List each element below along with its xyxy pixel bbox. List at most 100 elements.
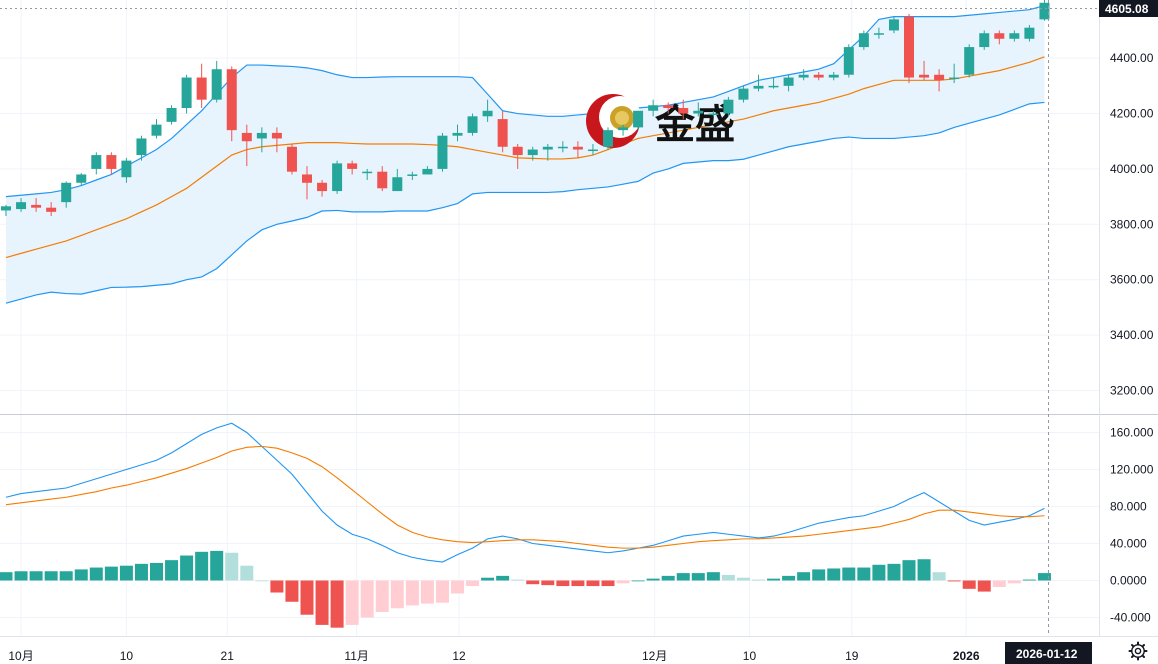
candle-body bbox=[302, 174, 312, 183]
candle bbox=[196, 63, 207, 108]
macd-histogram-bar bbox=[360, 580, 374, 618]
price-tick-label: 4200.00 bbox=[1110, 107, 1154, 121]
time-tick-label: 12 bbox=[452, 649, 466, 663]
macd-histogram-bar bbox=[74, 569, 88, 581]
macd-axis-ticks: 160.000 120.000 80.000 40.000 0.0000 -40.000 bbox=[1110, 426, 1154, 625]
candle-body bbox=[1039, 2, 1050, 20]
macd-histogram-bar bbox=[646, 578, 660, 581]
candle bbox=[603, 127, 613, 150]
price-tick-label: 3800.00 bbox=[1110, 217, 1154, 231]
candle bbox=[61, 181, 72, 208]
candle bbox=[1024, 24, 1035, 42]
candle-body bbox=[723, 99, 734, 114]
candle bbox=[16, 198, 27, 212]
candle-body bbox=[151, 124, 162, 136]
candle bbox=[392, 168, 403, 192]
macd-histogram-bar bbox=[375, 580, 389, 612]
macd-histogram-bar bbox=[405, 580, 419, 606]
candle-body bbox=[362, 171, 373, 174]
bollinger-lower-line bbox=[5, 101, 1045, 304]
candle bbox=[181, 74, 192, 114]
candle bbox=[286, 144, 297, 175]
candle bbox=[873, 27, 884, 39]
time-tick-label: 19 bbox=[845, 649, 859, 663]
candle-body bbox=[994, 33, 1005, 39]
candle-body bbox=[843, 47, 854, 75]
macd-histogram-bar bbox=[104, 566, 118, 581]
macd-histogram-bar bbox=[691, 573, 705, 581]
macd-histogram-bar bbox=[661, 575, 675, 581]
macd-histogram-bar bbox=[706, 572, 720, 581]
settings-button[interactable] bbox=[1128, 641, 1148, 661]
macd-histogram-bar bbox=[782, 575, 796, 581]
candle bbox=[362, 168, 373, 180]
candle bbox=[798, 69, 809, 81]
candle bbox=[1009, 30, 1020, 42]
candle-body bbox=[332, 163, 343, 192]
candle-body bbox=[76, 174, 87, 183]
macd-histogram-bar bbox=[526, 580, 540, 585]
macd-tick-label: 120.000 bbox=[1110, 463, 1154, 477]
candle bbox=[407, 171, 418, 180]
macd-histogram-bar bbox=[330, 580, 344, 628]
candle bbox=[708, 110, 719, 117]
candle-body bbox=[392, 177, 403, 192]
price-tick-label: 3200.00 bbox=[1110, 383, 1154, 397]
candle-body bbox=[196, 77, 207, 100]
candle bbox=[994, 30, 1005, 45]
macd-histogram-bar bbox=[496, 575, 510, 581]
macd-histogram-bar bbox=[225, 552, 239, 581]
logo-emblem-icon bbox=[586, 94, 641, 148]
candle bbox=[91, 152, 102, 175]
current-date-value: 2026-01-12 bbox=[1016, 647, 1078, 661]
candle-body bbox=[557, 146, 568, 149]
macd-histogram-bar bbox=[962, 580, 976, 589]
candle bbox=[512, 144, 523, 169]
candle-body bbox=[377, 171, 388, 189]
candle-body bbox=[512, 146, 523, 156]
macd-histogram-bar bbox=[390, 580, 404, 609]
candle bbox=[919, 60, 930, 81]
candle bbox=[121, 157, 132, 183]
macd-tick-label: -40.000 bbox=[1110, 611, 1151, 625]
candle bbox=[888, 16, 899, 34]
candle bbox=[557, 141, 568, 153]
candle bbox=[211, 60, 222, 103]
candle-body bbox=[587, 149, 598, 152]
candle-body bbox=[738, 88, 749, 100]
candle bbox=[738, 85, 749, 103]
candle bbox=[587, 144, 598, 156]
macd-histogram-bar bbox=[345, 580, 359, 625]
candle-body bbox=[286, 146, 297, 172]
candle-body bbox=[633, 110, 644, 128]
macd-histogram-bar bbox=[992, 580, 1006, 587]
macd-histogram-bar bbox=[571, 580, 585, 587]
candle bbox=[858, 30, 869, 50]
candle-body bbox=[618, 127, 629, 131]
candle-body bbox=[61, 182, 72, 203]
candle-body bbox=[31, 204, 42, 208]
candle-body bbox=[949, 77, 960, 80]
macd-panel bbox=[0, 422, 1051, 628]
candle bbox=[31, 198, 42, 212]
candle bbox=[106, 152, 117, 175]
macd-histogram-bar bbox=[947, 580, 961, 582]
macd-histogram-bar bbox=[315, 580, 329, 625]
current-date-label: 2026-01-12 bbox=[1005, 642, 1092, 664]
macd-signal-line bbox=[5, 445, 1045, 549]
last-price-label: 4605.08 bbox=[1099, 0, 1158, 17]
macd-histogram-bar bbox=[451, 580, 464, 594]
last-price-value: 4605.08 bbox=[1105, 2, 1149, 16]
time-tick-label: 21 bbox=[221, 649, 235, 663]
macd-line bbox=[5, 422, 1045, 563]
candle-body bbox=[1, 206, 11, 211]
candle bbox=[633, 110, 644, 131]
candle bbox=[693, 102, 704, 117]
bollinger-bands bbox=[5, 4, 1045, 304]
candle-body bbox=[467, 116, 478, 133]
macd-histogram-bar bbox=[752, 579, 765, 581]
candle bbox=[452, 124, 463, 142]
macd-histogram-bar bbox=[1007, 580, 1021, 584]
candle bbox=[678, 99, 689, 120]
